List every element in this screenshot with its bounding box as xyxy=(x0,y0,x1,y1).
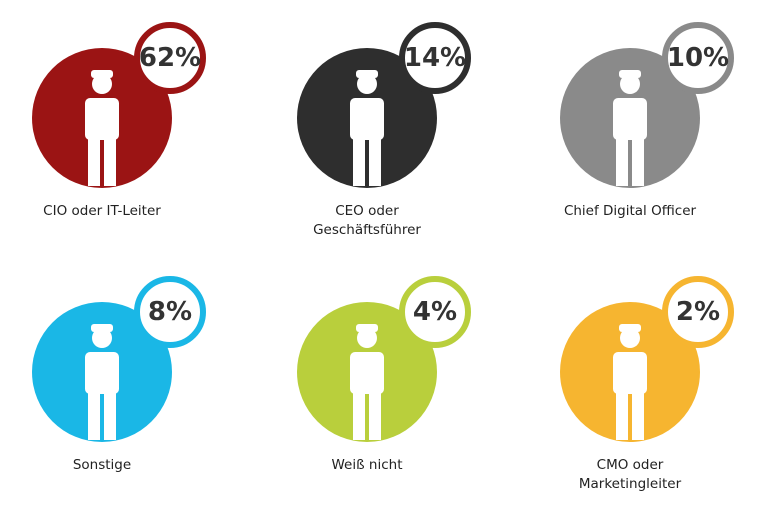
person-icon xyxy=(613,70,647,186)
value-label: 8% xyxy=(148,297,192,327)
person-icon xyxy=(85,324,119,440)
leg xyxy=(632,390,644,440)
leg xyxy=(369,136,381,186)
person-icon xyxy=(85,70,119,186)
value-label: 62% xyxy=(139,43,201,73)
category-label: Weiß nicht xyxy=(331,457,403,473)
leg xyxy=(88,390,100,440)
torso xyxy=(350,98,384,140)
torso xyxy=(613,98,647,140)
head xyxy=(620,74,640,94)
leg xyxy=(616,136,628,186)
person-icon xyxy=(613,324,647,440)
value-badge xyxy=(134,22,206,94)
leg xyxy=(104,136,116,186)
value-label: 10% xyxy=(667,43,729,73)
person-icon xyxy=(350,324,384,440)
value-badge xyxy=(399,22,471,94)
value-badge xyxy=(399,276,471,348)
leg xyxy=(632,136,644,186)
value-badge xyxy=(134,276,206,348)
leg xyxy=(104,390,116,440)
torso xyxy=(85,98,119,140)
head xyxy=(92,74,112,94)
value-badge xyxy=(662,22,734,94)
leg xyxy=(369,390,381,440)
torso xyxy=(350,352,384,394)
torso xyxy=(613,352,647,394)
value-badge xyxy=(662,276,734,348)
leg xyxy=(88,136,100,186)
category-label: Chief Digital Officer xyxy=(563,203,697,219)
category-label: CEO oder Geschäftsführer xyxy=(313,203,421,238)
head xyxy=(92,328,112,348)
category-label: CMO oder Marketingleiter xyxy=(578,457,682,492)
category-label: CIO oder IT-Leiter xyxy=(43,203,161,219)
person-icon xyxy=(350,70,384,186)
leg xyxy=(353,390,365,440)
leg xyxy=(353,136,365,186)
head xyxy=(357,328,377,348)
value-label: 4% xyxy=(413,297,457,327)
value-label: 2% xyxy=(676,297,720,327)
head xyxy=(357,74,377,94)
category-label: Sonstige xyxy=(72,457,132,473)
head xyxy=(620,328,640,348)
torso xyxy=(85,352,119,394)
leg xyxy=(616,390,628,440)
value-label: 14% xyxy=(404,43,466,73)
